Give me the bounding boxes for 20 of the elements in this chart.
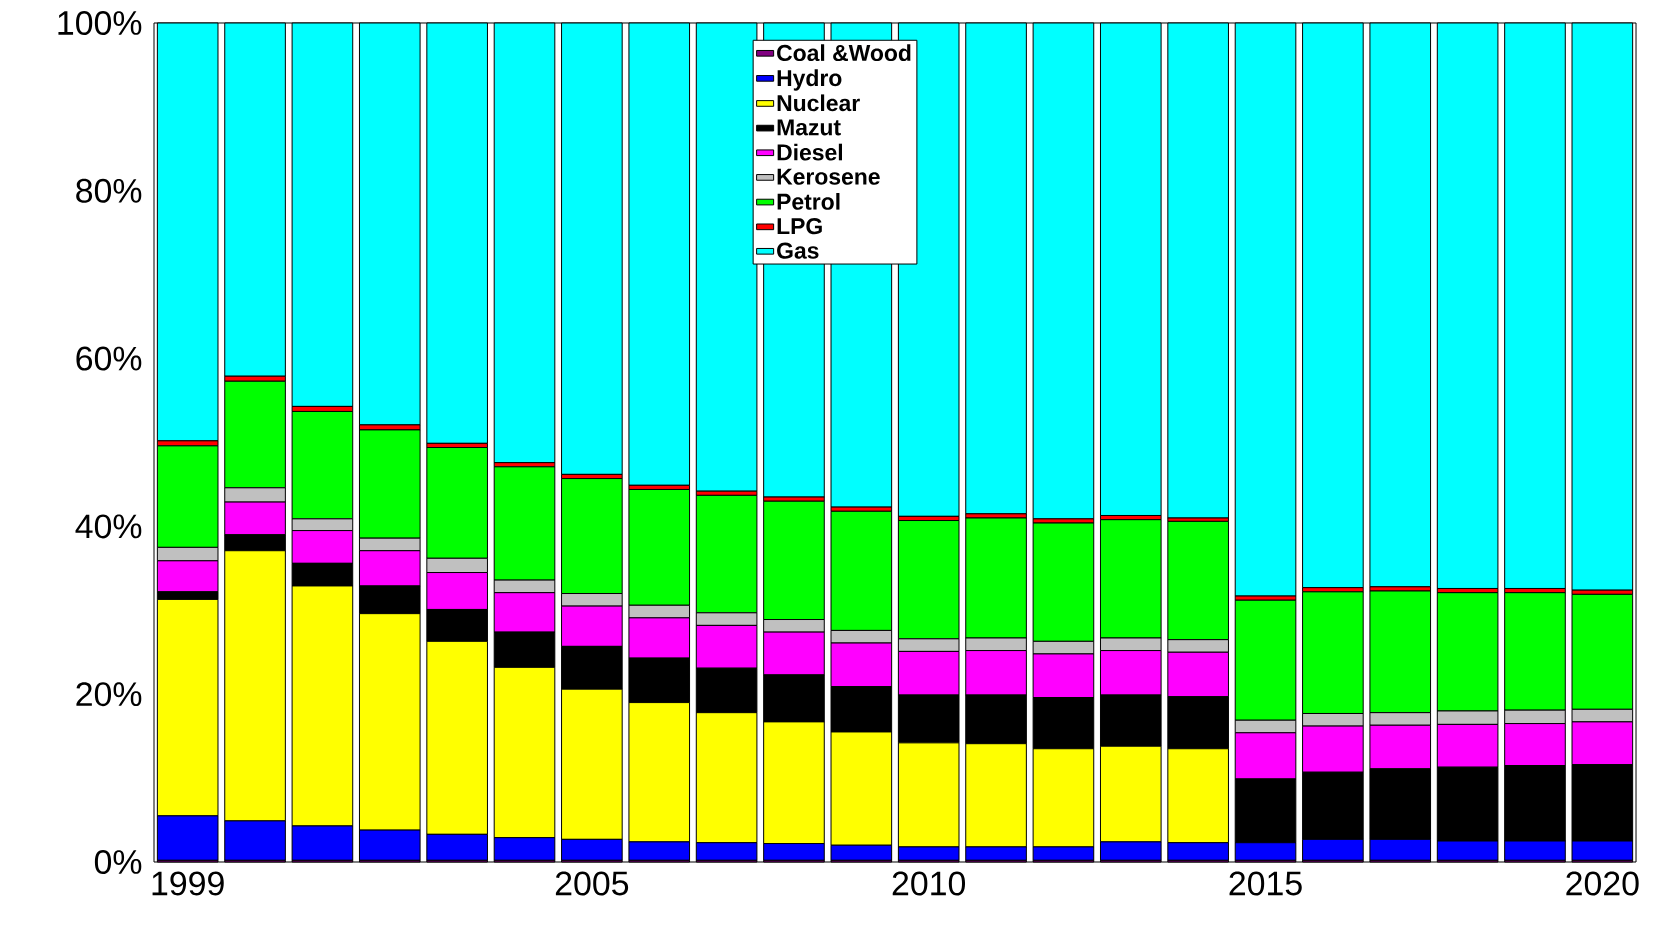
y-tick-label: 40% [75,514,142,539]
y-tick-label: 100% [58,10,142,35]
x-tick-label: 2020 [1566,871,1639,896]
legend-label: Diesel [777,143,843,161]
x-tick-label: 2010 [892,871,966,896]
legend-label: Gas [777,242,819,259]
x-tick-label: 2015 [1229,871,1302,896]
legend-label: Nuclear [777,94,860,112]
legend-label: Coal &Wood [777,44,911,62]
x-tick-label: 2005 [555,871,629,896]
legend-label: LPG [777,218,822,235]
legend-label: Mazut [777,119,841,136]
x-tick-label: 1999 [152,871,224,896]
legend-label: Kerosene [777,168,880,185]
legend-label: Hydro [777,69,842,91]
y-tick-label: 80% [76,178,142,203]
y-tick-label: 20% [76,682,142,707]
y-tick-label: 0% [94,850,142,874]
legend-label: Petrol [777,193,840,210]
y-tick-label: 60% [76,346,142,371]
